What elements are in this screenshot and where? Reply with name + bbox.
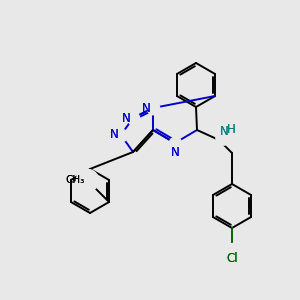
Text: N: N: [122, 112, 131, 124]
Text: CH₃: CH₃: [66, 175, 85, 185]
Text: CH₃: CH₃: [66, 175, 85, 185]
Text: H: H: [227, 123, 236, 136]
Text: N: N: [171, 146, 179, 159]
Text: H: H: [227, 123, 236, 136]
Text: N: N: [142, 103, 151, 116]
Text: N: N: [122, 112, 131, 124]
Text: N: N: [171, 146, 179, 159]
Text: N: N: [110, 128, 119, 142]
Text: N: N: [220, 125, 229, 138]
Text: N: N: [220, 125, 229, 138]
Text: N: N: [110, 128, 119, 142]
Text: Cl: Cl: [226, 252, 238, 265]
Text: Cl: Cl: [226, 252, 238, 265]
Text: N: N: [142, 103, 151, 116]
